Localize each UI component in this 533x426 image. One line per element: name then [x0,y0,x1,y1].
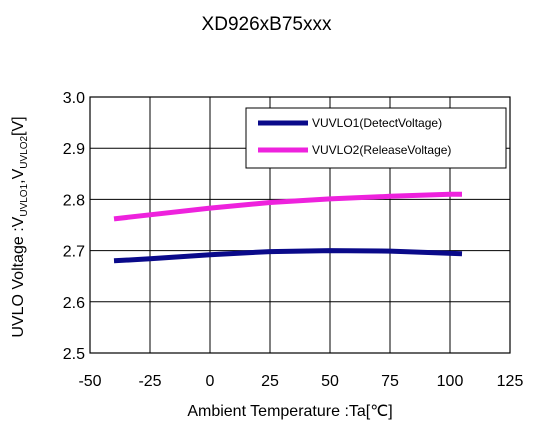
series-layer [113,191,463,264]
y-tick-label: 2.9 [63,141,85,158]
y-tick-label: 3.0 [63,90,85,107]
x-tick-label: 25 [261,373,279,390]
y-axis-label-prefix: UVLO Voltage :V [10,216,27,337]
series-line [113,191,462,222]
y-tick-label: 2.7 [63,244,85,261]
legend-box [245,107,507,169]
y-axis-label-suffix: [V] [10,116,27,136]
y-axis-label-sub2: UVLO2 [19,136,30,169]
x-tick-label: 75 [381,373,399,390]
x-tick-label: 0 [206,373,215,390]
legend-label: VUVLO1(DetectVoltage) [312,116,442,130]
tick-labels: -50 -25 0 25 50 75 100 125 2.5 2.6 2.7 2.8 2.9 3.0 [63,90,524,390]
y-tick-label: 2.5 [63,346,85,363]
y-tick-label: 2.6 [63,295,85,312]
y-tick-label: 2.8 [63,192,85,209]
series-line [113,248,463,264]
x-tick-label: -25 [138,373,161,390]
legend: VUVLO1(DetectVoltage) VUVLO2(ReleaseVolta… [245,107,507,169]
y-axis-label: UVLO Voltage :VUVLO1,VUVLO2[V] [10,116,30,337]
plot-area [89,96,511,354]
x-axis-label: Ambient Temperature :Ta[℃] [187,403,392,420]
chart-title: XD926xB75xxx [201,14,332,35]
x-tick-label: 100 [437,373,464,390]
y-axis-label-mid: ,V [10,168,27,183]
x-tick-label: 50 [321,373,339,390]
x-tick-label: -50 [78,373,101,390]
legend-label: VUVLO2(ReleaseVoltage) [312,143,451,157]
y-axis-label-sub1: UVLO1 [19,183,30,216]
x-tick-label: 125 [497,373,524,390]
